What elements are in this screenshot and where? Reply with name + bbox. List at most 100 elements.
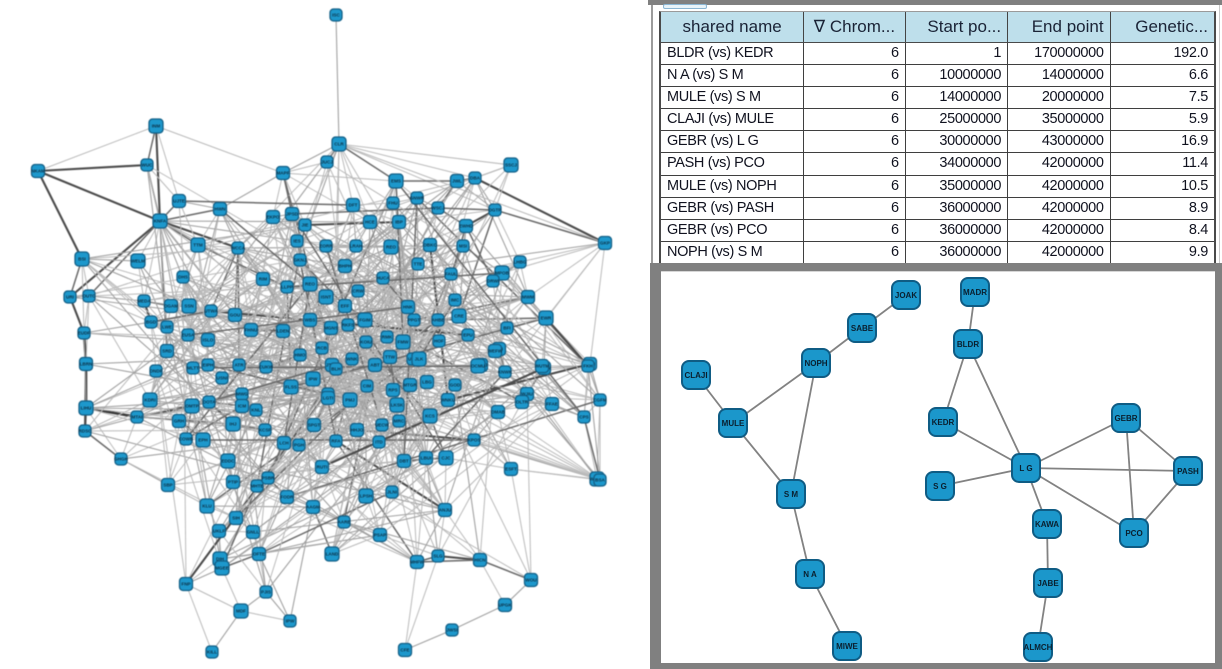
svg-text:HMO: HMO [295, 353, 306, 358]
svg-text:DHS: DHS [178, 275, 188, 280]
svg-text:JPSD: JPSD [286, 212, 299, 217]
svg-text:ISC: ISC [332, 13, 340, 18]
svg-text:IPW: IPW [286, 619, 295, 624]
svg-text:WELM: WELM [131, 259, 145, 264]
svg-text:SIH: SIH [232, 516, 240, 521]
svg-text:DIH: DIH [216, 557, 225, 562]
svg-text:HNK: HNK [403, 305, 414, 310]
svg-text:RCB: RCB [317, 346, 328, 351]
svg-text:EFF: EFF [341, 304, 350, 309]
svg-text:LAND: LAND [326, 552, 339, 557]
svg-text:S G: S G [933, 482, 947, 491]
svg-text:LLPP: LLPP [281, 285, 293, 290]
svg-text:BSI: BSI [78, 257, 86, 262]
svg-text:LCH: LCH [279, 441, 289, 446]
svg-text:LBUI: LBUI [421, 456, 432, 461]
svg-text:UJTE: UJTE [173, 199, 185, 204]
svg-text:N A: N A [803, 570, 817, 579]
svg-text:HUCA: HUCA [376, 276, 390, 281]
svg-text:LGTI: LGTI [323, 396, 333, 401]
svg-text:FODR: FODR [280, 495, 294, 500]
svg-text:EIPH: EIPH [203, 363, 214, 368]
svg-text:FHNU: FHNU [245, 328, 258, 333]
svg-text:RDSC: RDSC [78, 429, 92, 434]
svg-text:GNWR: GNWR [410, 196, 425, 201]
svg-text:OCMU: OCMU [471, 364, 486, 369]
svg-text:SSCJ: SSCJ [505, 163, 517, 168]
svg-text:OGAM: OGAM [164, 304, 178, 309]
svg-text:USNI: USNI [217, 376, 228, 381]
svg-text:WBS: WBS [305, 318, 316, 323]
svg-text:KDRI: KDRI [144, 398, 155, 403]
svg-text:CPS: CPS [579, 415, 588, 420]
svg-text:JABE: JABE [1037, 579, 1059, 588]
svg-text:EKPO: EKPO [266, 215, 279, 220]
svg-text:COWB: COWB [179, 437, 194, 442]
svg-text:EPU: EPU [463, 333, 473, 338]
svg-text:SABE: SABE [851, 324, 874, 333]
svg-text:KILL: KILL [207, 650, 217, 655]
svg-text:IPW: IPW [309, 377, 318, 382]
svg-text:WOU: WOU [525, 578, 537, 583]
svg-text:MSI: MSI [459, 244, 467, 249]
svg-text:GRH: GRH [174, 419, 185, 424]
svg-text:FNP: FNP [181, 582, 190, 587]
svg-text:FAUL: FAUL [445, 272, 457, 277]
svg-text:PGH: PGH [294, 443, 305, 448]
svg-text:ITD: ITD [375, 440, 383, 445]
svg-text:AHBE: AHBE [431, 318, 444, 323]
svg-text:MEDA: MEDA [137, 299, 151, 304]
svg-text:LDEN: LDEN [277, 329, 290, 334]
svg-text:DBA: DBA [470, 176, 481, 181]
svg-text:EUSA: EUSA [182, 333, 195, 338]
svg-text:TTW: TTW [385, 355, 396, 360]
svg-text:JIE: JIE [302, 223, 309, 228]
svg-text:CRW: CRW [353, 289, 365, 294]
svg-text:CIM: CIM [363, 384, 372, 389]
svg-text:EMS: EMS [391, 179, 401, 184]
svg-text:KNWK: KNWK [498, 370, 513, 375]
svg-text:EPH: EPH [198, 438, 208, 443]
svg-text:LHBG: LHBG [513, 260, 526, 265]
svg-text:LWE: LWE [162, 325, 172, 330]
svg-text:DFT: DFT [349, 203, 358, 208]
svg-text:WUTM: WUTM [535, 364, 549, 369]
svg-text:REO: REO [386, 245, 396, 250]
svg-text:ATR: ATR [234, 363, 244, 368]
svg-text:LKSK: LKSK [391, 403, 404, 408]
svg-text:S M: S M [784, 490, 799, 499]
svg-text:EUDF: EUDF [78, 331, 91, 336]
svg-text:FKH: FKH [583, 364, 593, 369]
svg-text:ISNT: ISNT [321, 295, 332, 300]
svg-text:PTIP: PTIP [228, 480, 238, 485]
svg-text:GOD: GOD [450, 383, 461, 388]
svg-text:GOU: GOU [230, 313, 241, 318]
svg-text:SPGT: SPGT [308, 423, 321, 428]
svg-text:TTM: TTM [193, 243, 203, 248]
svg-text:OOTA: OOTA [203, 400, 217, 405]
svg-text:EWR: EWR [541, 316, 552, 321]
svg-text:SLG: SLG [433, 554, 443, 559]
svg-text:KLU: KLU [202, 504, 212, 509]
svg-text:FLSS: FLSS [285, 385, 297, 390]
svg-text:ALMCH: ALMCH [1024, 643, 1053, 652]
svg-text:SRD: SRD [162, 349, 172, 354]
svg-text:KNFA: KNFA [154, 219, 167, 224]
svg-text:OBKC: OBKC [423, 243, 437, 248]
svg-text:JWL: JWL [452, 179, 462, 184]
svg-text:MPOB: MPOB [495, 271, 509, 276]
svg-text:ICM: ICM [238, 404, 247, 409]
svg-text:EORR: EORR [319, 244, 333, 249]
svg-text:SSN: SSN [184, 304, 194, 309]
svg-text:ESFT: ESFT [505, 467, 517, 472]
svg-text:BGD: BGD [146, 320, 157, 325]
svg-text:IBP: IBP [395, 220, 403, 225]
svg-text:GEBR: GEBR [1114, 414, 1137, 423]
svg-text:OLTR: OLTR [516, 400, 529, 405]
svg-text:AARE: AARE [337, 520, 350, 525]
svg-text:LRAH: LRAH [350, 244, 363, 249]
svg-text:NOPH: NOPH [804, 359, 827, 368]
svg-text:CRE: CRE [454, 314, 464, 319]
svg-text:ISLO: ISLO [203, 338, 214, 343]
svg-text:NKAM: NKAM [31, 169, 45, 174]
